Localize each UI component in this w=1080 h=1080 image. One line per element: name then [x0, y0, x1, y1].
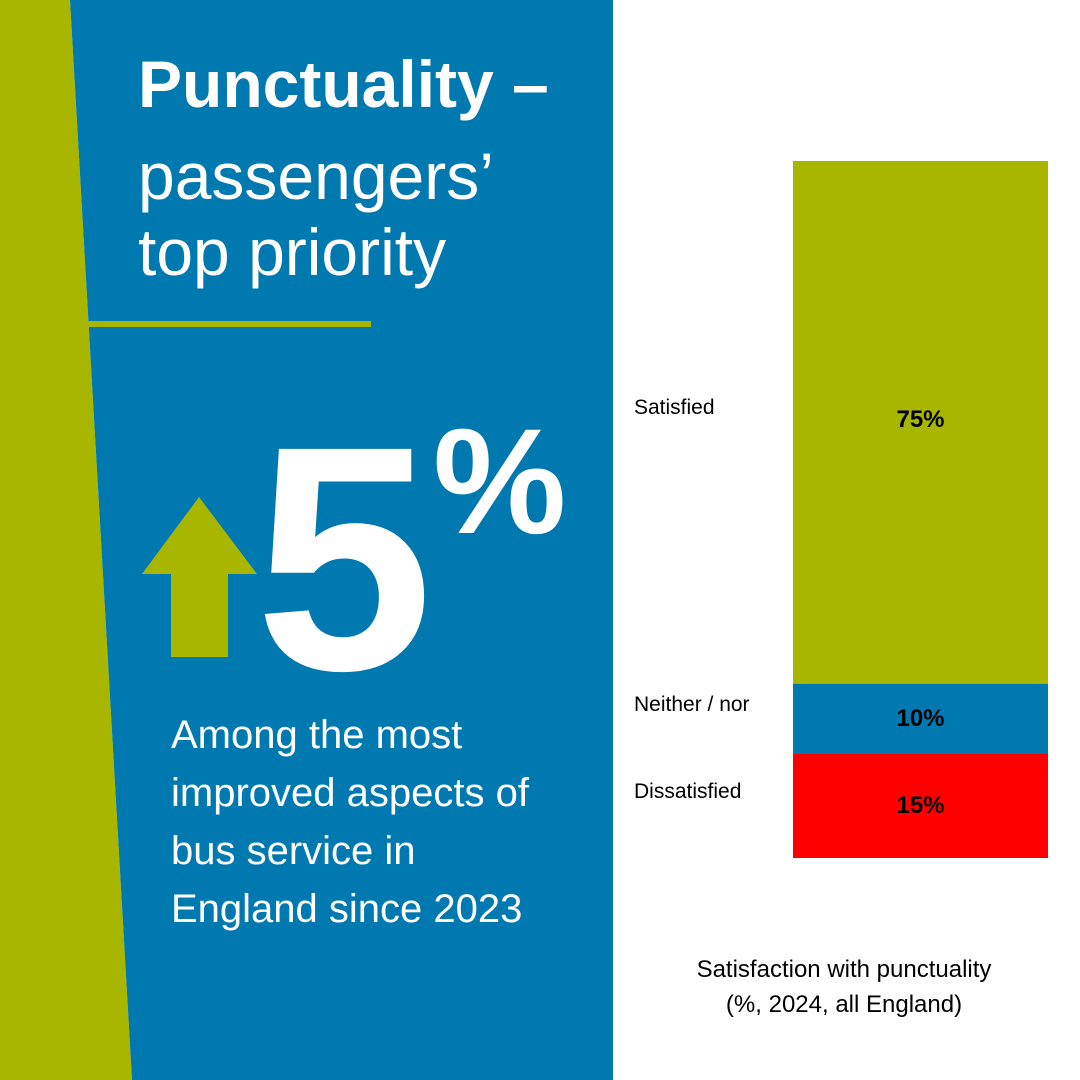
divider-line — [88, 321, 371, 327]
green-accent-band — [0, 0, 132, 1080]
up-arrow-icon — [142, 497, 257, 657]
bar-segment-dissatisfied — [793, 753, 1048, 858]
category-label-dissatisfied: Dissatisfied — [634, 779, 742, 803]
stat-description-line-3: bus service in — [171, 829, 416, 873]
category-label-satisfied: Satisfied — [634, 396, 715, 419]
chart-caption-line-2: (%, 2024, all England) — [725, 991, 963, 1018]
stat-description-line-1: Among the most — [171, 713, 463, 757]
stat-unit: % — [432, 397, 567, 565]
stat-description-line-4: England since 2023 — [171, 887, 523, 931]
title-line-1: Punctuality – — [138, 47, 549, 121]
title-line-2: passengers’ — [138, 139, 494, 213]
bar-segment-satisfied — [793, 161, 1048, 684]
stat-number: 5 — [255, 379, 433, 737]
title-line-3: top priority — [138, 215, 447, 289]
value-label-dissatisfied: 15% — [896, 791, 945, 819]
stat-figure: 5% — [255, 398, 566, 718]
chart-caption-line-1: Satisfaction with punctuality — [696, 956, 992, 983]
blue-panel — [70, 0, 613, 1080]
value-label-satisfied: 75% — [896, 406, 945, 433]
value-label-neither-nor: 10% — [896, 704, 945, 732]
category-label-neither-nor: Neither / nor — [634, 692, 750, 716]
bar-segment-neither-nor — [793, 683, 1048, 754]
stat-description-line-2: improved aspects of — [171, 771, 529, 815]
